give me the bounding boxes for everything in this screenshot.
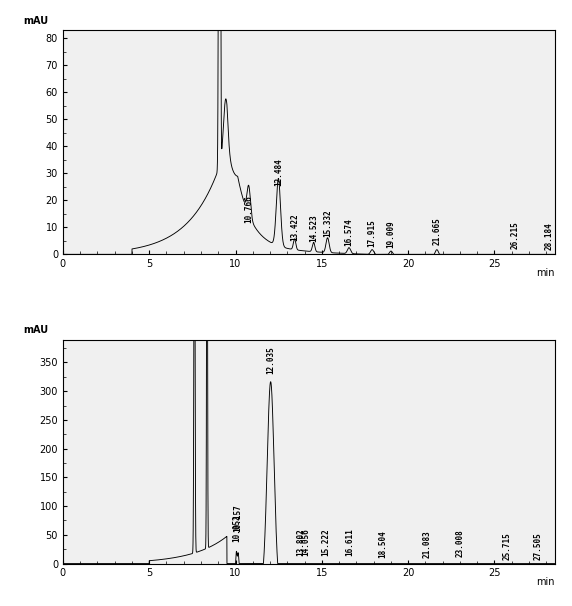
- Text: 15.332: 15.332: [323, 209, 332, 237]
- Text: 12.484: 12.484: [274, 158, 283, 185]
- Text: min: min: [537, 268, 555, 278]
- Text: mAU: mAU: [23, 16, 49, 26]
- Text: 16.611: 16.611: [345, 528, 354, 556]
- Text: 27.505: 27.505: [533, 533, 542, 560]
- Text: 25.715: 25.715: [502, 533, 511, 560]
- Text: mAU: mAU: [23, 325, 49, 335]
- Text: 28.184: 28.184: [545, 222, 554, 250]
- Text: 26.215: 26.215: [511, 221, 520, 249]
- Text: 10.157: 10.157: [234, 504, 243, 532]
- Text: 13.422: 13.422: [290, 213, 299, 241]
- Text: 10.052: 10.052: [232, 514, 241, 542]
- Text: 14.523: 14.523: [309, 215, 318, 242]
- Text: 16.574: 16.574: [344, 218, 353, 245]
- Text: 17.915: 17.915: [368, 219, 376, 247]
- Text: min: min: [537, 577, 555, 587]
- Text: 18.504: 18.504: [378, 531, 387, 558]
- Text: 21.083: 21.083: [422, 531, 431, 558]
- Text: 14.056: 14.056: [301, 528, 310, 556]
- Text: 10.766: 10.766: [244, 196, 253, 224]
- Text: 15.222: 15.222: [321, 528, 330, 556]
- Text: 13.802: 13.802: [297, 528, 305, 556]
- Text: 12.035: 12.035: [266, 346, 275, 374]
- Text: 21.665: 21.665: [432, 217, 442, 245]
- Text: 23.008: 23.008: [455, 529, 464, 557]
- Text: 19.009: 19.009: [387, 220, 395, 248]
